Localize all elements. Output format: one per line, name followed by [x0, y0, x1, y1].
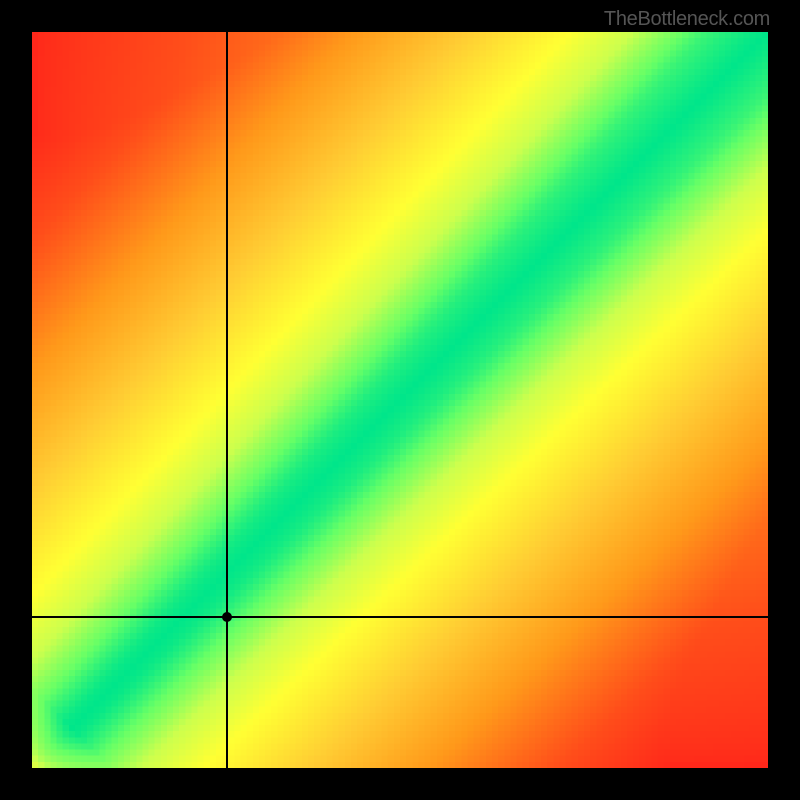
frame-bottom: [0, 768, 800, 800]
heatmap-plot: [32, 32, 768, 768]
heatmap-canvas: [32, 32, 768, 768]
crosshair-marker: [222, 612, 232, 622]
crosshair-vertical: [226, 32, 228, 768]
frame-right: [768, 0, 800, 800]
frame-left: [0, 0, 32, 800]
watermark-text: TheBottleneck.com: [604, 8, 770, 31]
crosshair-horizontal: [32, 616, 768, 618]
